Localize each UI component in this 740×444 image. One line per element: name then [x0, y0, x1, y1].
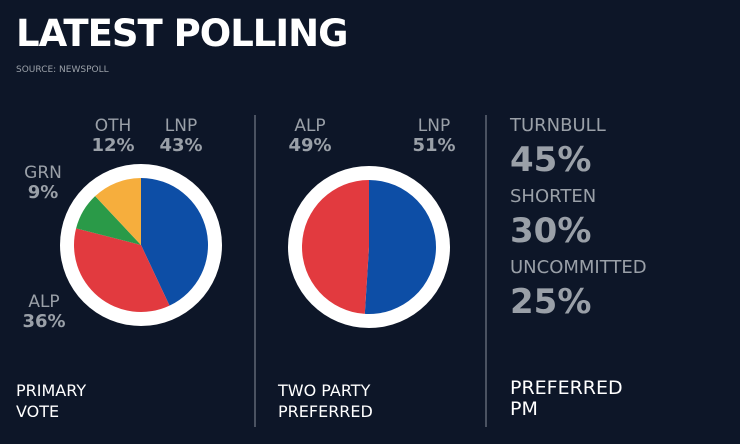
pm-name: SHORTEN	[510, 186, 597, 207]
slice-label: LNP 51%	[412, 116, 455, 156]
slice-name: ALP	[28, 292, 60, 312]
slice-value: 36%	[22, 311, 66, 332]
slice-label: OTH 12%	[91, 116, 134, 156]
slice-name: GRN	[24, 163, 62, 183]
panel-title: PREFERRED PM	[510, 377, 623, 420]
divider	[485, 115, 487, 427]
pm-value: 25%	[510, 282, 592, 322]
pie-slice	[302, 180, 369, 314]
slice-value: 49%	[288, 135, 332, 156]
source: SOURCE: NEWSPOLL	[16, 65, 109, 75]
slice-name: LNP	[417, 116, 451, 136]
pie-slice	[73, 228, 170, 312]
slice-value: 9%	[27, 182, 59, 203]
slice-label: LNP 43%	[159, 116, 202, 156]
title: LATEST POLLING	[16, 12, 348, 55]
panel-title: PRIMARY VOTE	[16, 381, 87, 421]
slice-name: ALP	[294, 116, 326, 136]
pie-slice	[76, 196, 141, 245]
pie-slice	[95, 178, 141, 245]
divider	[254, 115, 256, 427]
pm-name: TURNBULL	[510, 115, 606, 136]
pm-value: 30%	[510, 211, 592, 251]
slice-name: LNP	[164, 116, 198, 136]
slice-value: 51%	[412, 135, 456, 156]
panel-title: TWO PARTY PREFERRED	[278, 381, 373, 421]
slice-label: ALP 49%	[288, 116, 331, 156]
slice-value: 12%	[91, 135, 135, 156]
pie-slice	[141, 178, 208, 306]
slice-label: ALP 36%	[22, 292, 65, 332]
pm-name: UNCOMMITTED	[510, 257, 647, 278]
slice-label: GRN 9%	[24, 163, 62, 203]
pm-value: 45%	[510, 140, 592, 180]
slice-value: 43%	[159, 135, 203, 156]
pie-slice	[364, 180, 437, 315]
slice-name: OTH	[94, 116, 132, 136]
